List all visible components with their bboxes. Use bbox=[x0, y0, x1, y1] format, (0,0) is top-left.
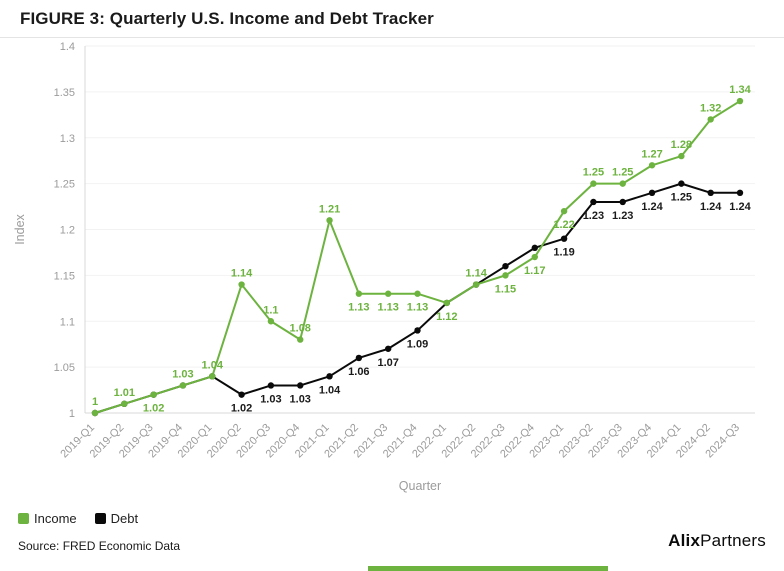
income-debt-line-chart: 11.051.11.151.21.251.31.351.42019-Q12019… bbox=[13, 41, 755, 493]
svg-text:Index: Index bbox=[13, 213, 27, 244]
svg-text:1.13: 1.13 bbox=[407, 302, 428, 314]
svg-text:1.15: 1.15 bbox=[54, 270, 75, 282]
logo-text-bold: Alix bbox=[668, 531, 701, 550]
svg-text:1.22: 1.22 bbox=[553, 219, 574, 231]
svg-text:1.06: 1.06 bbox=[348, 366, 369, 378]
svg-text:1.24: 1.24 bbox=[700, 201, 722, 213]
logo-text-regular: Partners bbox=[700, 531, 766, 550]
svg-text:1.01: 1.01 bbox=[114, 387, 135, 399]
svg-text:1.04: 1.04 bbox=[202, 359, 224, 371]
svg-text:1.25: 1.25 bbox=[583, 167, 604, 179]
legend-label-income: Income bbox=[34, 511, 77, 526]
svg-text:1.32: 1.32 bbox=[700, 102, 721, 114]
income-swatch-icon bbox=[18, 513, 29, 524]
alixpartners-logo: AlixPartners bbox=[668, 531, 766, 551]
legend-label-debt: Debt bbox=[110, 511, 139, 526]
svg-text:1.02: 1.02 bbox=[143, 403, 164, 415]
svg-text:1.13: 1.13 bbox=[348, 302, 369, 314]
svg-text:1.03: 1.03 bbox=[172, 368, 193, 380]
svg-text:1.2: 1.2 bbox=[60, 225, 75, 237]
svg-text:1.09: 1.09 bbox=[407, 338, 428, 350]
svg-text:1.03: 1.03 bbox=[290, 393, 311, 405]
svg-text:1.28: 1.28 bbox=[671, 139, 692, 151]
source-note: Source: FRED Economic Data bbox=[18, 539, 181, 553]
svg-text:1.24: 1.24 bbox=[729, 201, 751, 213]
svg-text:Quarter: Quarter bbox=[399, 479, 441, 493]
svg-text:1.05: 1.05 bbox=[54, 362, 75, 374]
svg-text:1.23: 1.23 bbox=[583, 210, 604, 222]
svg-text:1: 1 bbox=[92, 396, 98, 408]
svg-text:1.25: 1.25 bbox=[671, 192, 692, 204]
svg-text:1.17: 1.17 bbox=[524, 265, 545, 277]
svg-text:1.24: 1.24 bbox=[641, 201, 663, 213]
chart-area: 1 1.05 1.1 1.15 1.2 1.25 1.3 1.35 1.4 2019-Q1 2019… bbox=[0, 38, 784, 500]
svg-text:1.23: 1.23 bbox=[612, 210, 633, 222]
svg-text:1: 1 bbox=[69, 408, 75, 420]
svg-text:1.27: 1.27 bbox=[641, 148, 662, 160]
svg-text:1.1: 1.1 bbox=[263, 304, 278, 316]
svg-text:1.34: 1.34 bbox=[729, 84, 751, 96]
svg-text:1.1: 1.1 bbox=[60, 316, 75, 328]
svg-text:1.35: 1.35 bbox=[54, 87, 75, 99]
legend-item-debt[interactable]: Debt bbox=[94, 511, 139, 526]
svg-text:1.02: 1.02 bbox=[231, 403, 252, 415]
title-bar: FIGURE 3: Quarterly U.S. Income and Debt… bbox=[0, 0, 784, 38]
svg-text:1.19: 1.19 bbox=[553, 247, 574, 259]
svg-text:1.21: 1.21 bbox=[319, 203, 340, 215]
svg-text:1.13: 1.13 bbox=[377, 302, 398, 314]
svg-text:1.4: 1.4 bbox=[60, 41, 75, 53]
svg-text:1.12: 1.12 bbox=[436, 311, 457, 323]
svg-text:1.14: 1.14 bbox=[231, 268, 253, 280]
debt-swatch-icon bbox=[94, 513, 106, 524]
legend: Income Debt bbox=[18, 511, 138, 526]
svg-text:1.14: 1.14 bbox=[465, 268, 487, 280]
bottom-accent-bar bbox=[368, 566, 608, 571]
svg-text:1.08: 1.08 bbox=[290, 323, 311, 335]
svg-text:1.25: 1.25 bbox=[612, 167, 633, 179]
figure-title: FIGURE 3: Quarterly U.S. Income and Debt… bbox=[20, 8, 434, 28]
svg-text:1.15: 1.15 bbox=[495, 283, 516, 295]
legend-item-income[interactable]: Income bbox=[18, 511, 77, 526]
svg-text:1.03: 1.03 bbox=[260, 393, 281, 405]
svg-text:1.04: 1.04 bbox=[319, 384, 341, 396]
svg-text:1.07: 1.07 bbox=[377, 357, 398, 369]
svg-text:1.25: 1.25 bbox=[54, 179, 75, 191]
svg-text:1.3: 1.3 bbox=[60, 133, 75, 145]
